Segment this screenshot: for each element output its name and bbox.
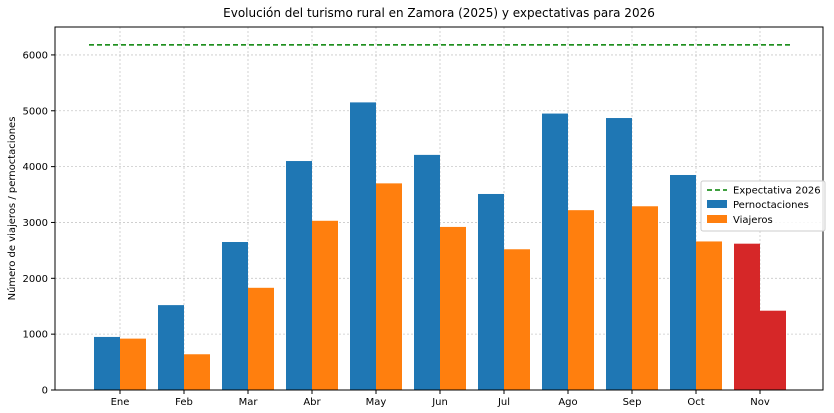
bar-pernoctaciones-nov (734, 243, 760, 390)
bar-viajeros-ene (120, 338, 146, 390)
chart-title: Evolución del turismo rural en Zamora (2… (223, 6, 655, 20)
legend-swatch-pernoctaciones (707, 200, 727, 208)
x-tick-label: May (366, 397, 387, 408)
bar-viajeros-jun (440, 226, 466, 390)
bar-pernoctaciones-ago (542, 113, 568, 391)
bar-pernoctaciones-oct (670, 174, 696, 390)
bar-viajeros-may (376, 183, 402, 390)
y-tick-label: 3000 (23, 218, 48, 229)
x-tick-label: Jul (497, 397, 510, 408)
bar-viajeros-feb (184, 354, 210, 390)
x-tick-label: Ene (111, 397, 130, 408)
x-tick-label: Mar (239, 397, 259, 408)
legend-frame (700, 180, 826, 232)
bar-pernoctaciones-mar (222, 242, 248, 390)
bars (94, 102, 786, 391)
legend-label-pernoctaciones: Pernoctaciones (733, 200, 809, 211)
bar-pernoctaciones-sep (606, 118, 632, 390)
y-ticks: 0 1000 2000 3000 4000 5000 6000 (23, 50, 55, 397)
x-tick-label: Abr (303, 397, 321, 408)
legend-label-viajeros: Viajeros (733, 215, 773, 226)
bar-pernoctaciones-feb (158, 305, 184, 390)
legend: Expectativa 2026 Pernoctaciones Viajeros (700, 180, 826, 232)
bar-viajeros-oct (696, 241, 722, 390)
x-tick-label: Ago (558, 397, 577, 408)
y-tick-label: 6000 (23, 50, 48, 61)
x-tick-label: Nov (750, 397, 770, 408)
x-tick-label: Jun (431, 397, 448, 408)
x-tick-label: Oct (687, 397, 704, 408)
x-tick-label: Feb (175, 397, 193, 408)
bar-viajeros-jul (504, 249, 530, 390)
bar-pernoctaciones-abr (286, 161, 312, 390)
x-ticks: Ene Feb Mar Abr May Jun Jul Ago Sep Oct Nov (111, 390, 770, 408)
legend-label-expectativa: Expectativa 2026 (733, 186, 821, 197)
y-tick-label: 1000 (23, 330, 48, 341)
bar-viajeros-mar (248, 287, 274, 390)
bar-viajeros-ago (568, 210, 594, 390)
bar-pernoctaciones-jun (414, 154, 440, 390)
y-tick-label: 4000 (23, 162, 48, 173)
bar-pernoctaciones-may (350, 102, 376, 391)
y-axis-label: Número de viajeros / pernoctaciones (6, 117, 18, 301)
bar-pernoctaciones-ene (94, 336, 120, 390)
bar-viajeros-abr (312, 220, 338, 390)
y-tick-label: 0 (42, 386, 48, 397)
legend-swatch-viajeros (707, 215, 727, 223)
bar-pernoctaciones-jul (478, 193, 504, 390)
y-tick-label: 5000 (23, 106, 48, 117)
x-tick-label: Sep (623, 397, 642, 408)
bar-viajeros-sep (632, 206, 658, 390)
y-tick-label: 2000 (23, 274, 48, 285)
bar-viajeros-nov (760, 310, 786, 390)
